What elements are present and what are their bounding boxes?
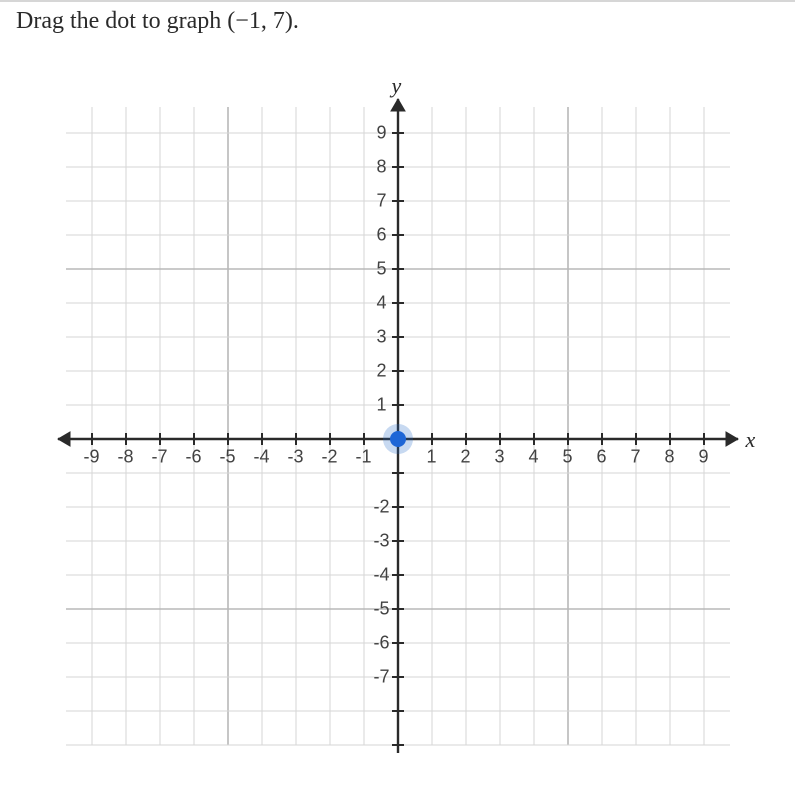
coordinate-plane[interactable]: y x -9-8-7-6-5-4-3-2-1123456789123456789… bbox=[38, 79, 758, 769]
draggable-point[interactable] bbox=[387, 428, 409, 450]
point-core bbox=[390, 431, 406, 447]
coord-close: ). bbox=[285, 8, 299, 34]
coord-sep: , bbox=[261, 8, 273, 34]
coord-y: 7 bbox=[273, 8, 285, 34]
instruction-prefix: Drag the dot to graph bbox=[16, 8, 227, 34]
top-separator bbox=[0, 0, 795, 2]
instruction-text: Drag the dot to graph (−1, 7). bbox=[0, 0, 795, 39]
coord-x: −1 bbox=[235, 8, 261, 34]
y-axis-label: y bbox=[392, 73, 402, 99]
x-axis-label: x bbox=[746, 427, 756, 453]
